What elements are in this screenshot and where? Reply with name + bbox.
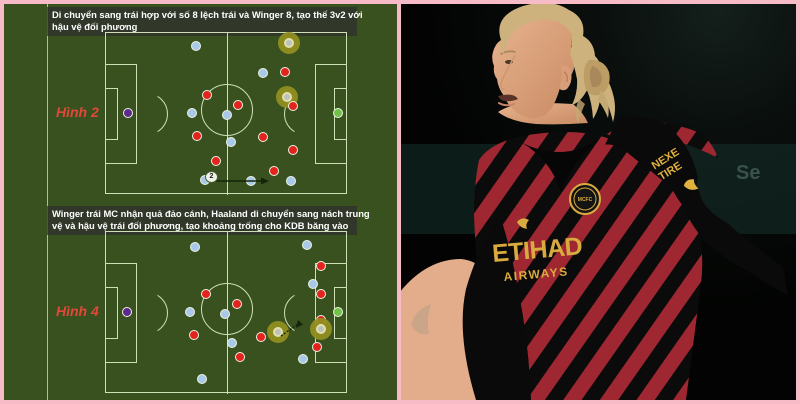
- svg-text:MCFC: MCFC: [578, 197, 593, 203]
- svg-text:Se: Se: [736, 162, 760, 184]
